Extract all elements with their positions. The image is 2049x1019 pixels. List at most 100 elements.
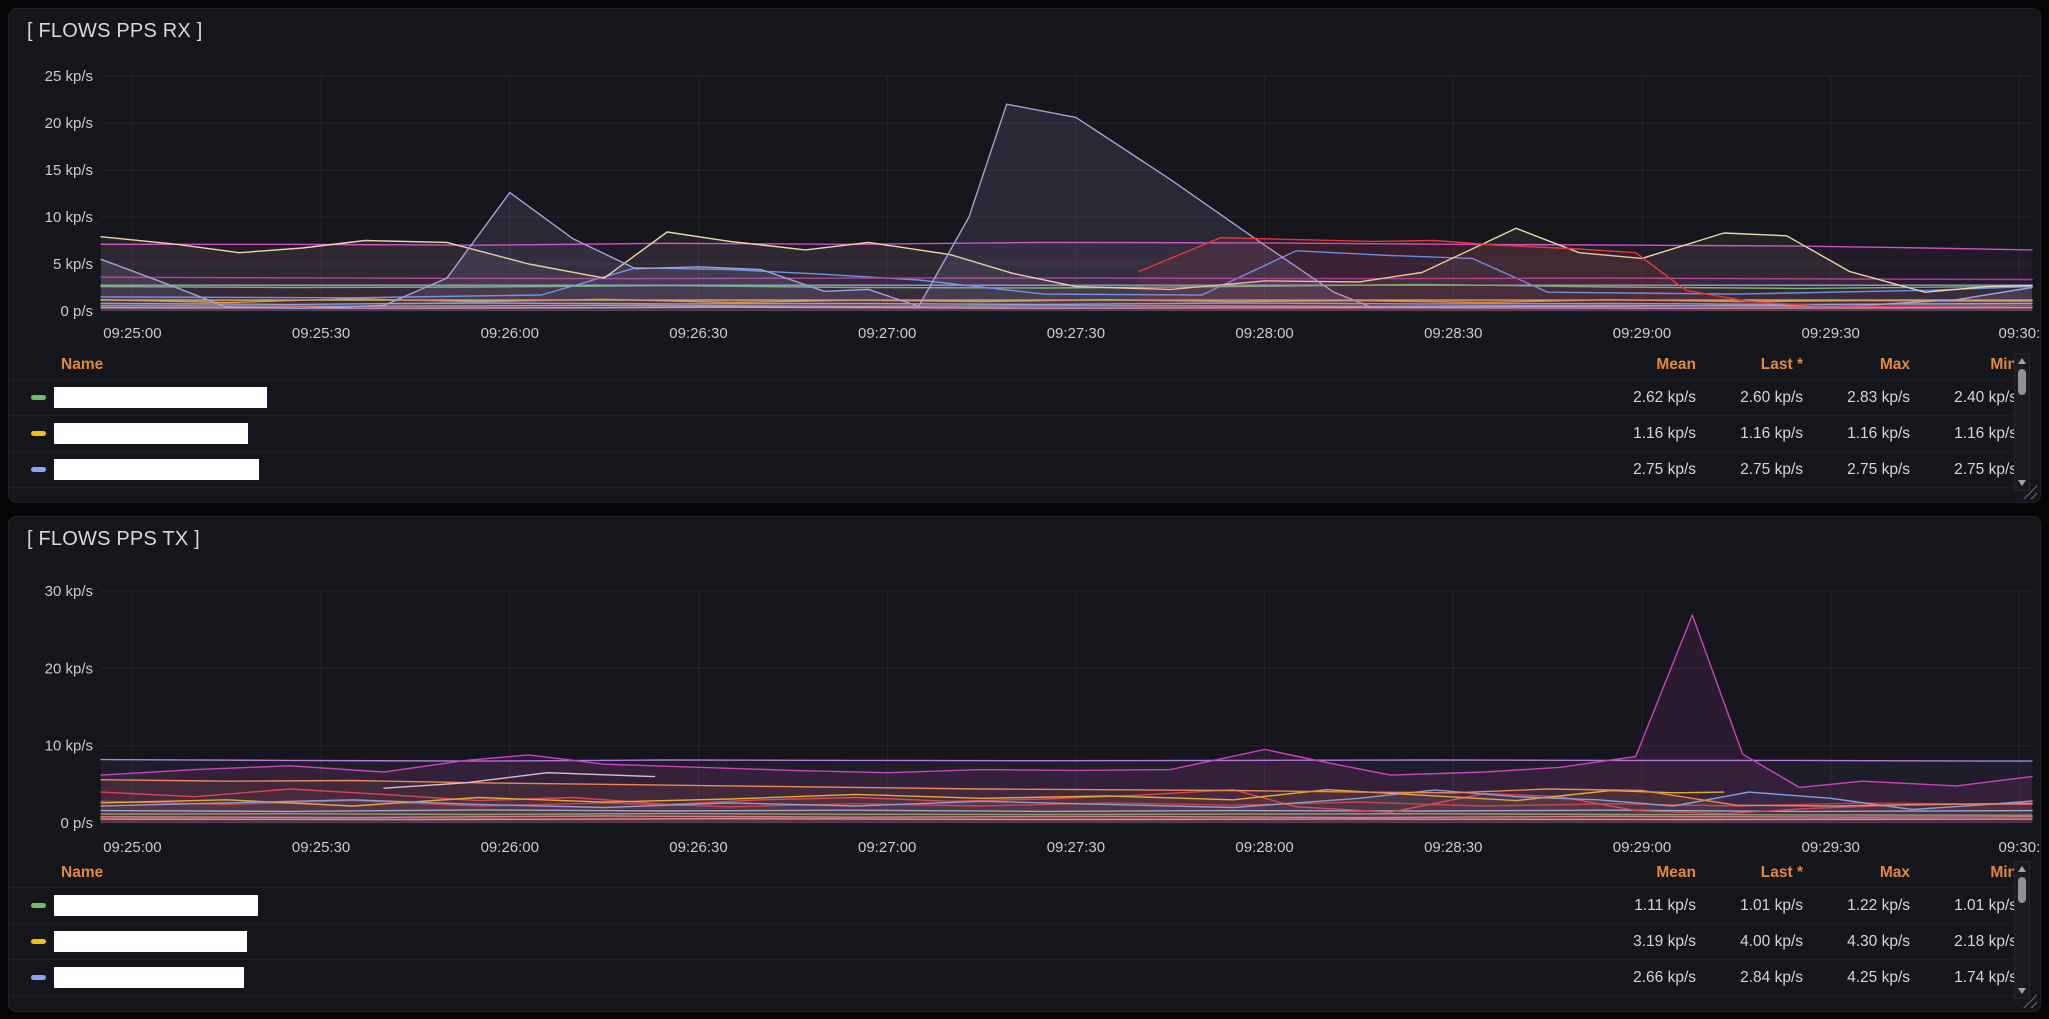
x-axis-tick-label: 09:28:30 — [1424, 325, 1482, 342]
legend-header-name[interactable]: Name — [61, 864, 104, 881]
scroll-up-icon[interactable] — [2018, 358, 2026, 364]
series-line-purple — [100, 276, 2033, 281]
legend-row[interactable]: 2.66 kp/s 2.84 kp/s 4.25 kp/s 1.74 kp/s — [9, 959, 2017, 996]
series-color-swatch[interactable] — [31, 903, 46, 908]
series-color-swatch[interactable] — [31, 395, 46, 400]
series-area-red — [1138, 237, 2032, 311]
timeseries-chart-rx[interactable]: 25 kp/s 20 kp/s 15 kp/s 10 kp/s 5 kp/s 0 p/s 0… — [9, 51, 2041, 351]
legend-max-value: 4.25 kp/s — [1847, 968, 1910, 986]
legend-mean-value: 2.75 kp/s — [1633, 460, 1696, 478]
legend-min-value: 2.18 kp/s — [1954, 932, 2017, 950]
legend-row[interactable]: 1.11 kp/s 1.01 kp/s 1.22 kp/s 1.01 kp/s — [9, 887, 2017, 923]
series-line-green — [100, 812, 2033, 816]
series-area-violet — [101, 759, 2032, 823]
y-axis-tick-label: 10 kp/s — [45, 738, 93, 755]
legend-last-value: 1.01 kp/s — [1740, 896, 1803, 914]
legend-max-value: 1.16 kp/s — [1847, 424, 1910, 442]
series-line-magenta — [100, 614, 2033, 789]
series-color-swatch[interactable] — [31, 975, 46, 980]
series-line-orange — [100, 778, 2033, 807]
legend-header-row: Name Mean Last * Max Min — [9, 351, 2017, 379]
legend-max-value: 2.83 kp/s — [1847, 388, 1910, 406]
panel-flows-pps-rx: [ FLOWS PPS RX ] 25 kp/s 20 kp/s 15 kp/s 10… — [8, 8, 2041, 503]
scrollbar-thumb[interactable] — [2018, 877, 2026, 903]
series-name-cell[interactable] — [9, 459, 1589, 480]
series-line-cyan — [100, 809, 2033, 813]
series-line-light-blue — [100, 302, 2033, 306]
legend-max-value: 4.30 kp/s — [1847, 932, 1910, 950]
legend-last-value: 4.00 kp/s — [1740, 932, 1803, 950]
legend-row[interactable]: 2.62 kp/s 2.60 kp/s 2.83 kp/s 2.40 kp/s — [9, 379, 2017, 415]
y-axis-tick-label: 20 kp/s — [45, 115, 93, 132]
legend-min-value: 1.74 kp/s — [1954, 968, 2017, 986]
legend-row[interactable]: 2.75 kp/s 2.75 kp/s 2.75 kp/s 2.75 kp/s — [9, 451, 2017, 488]
legend-header-mean[interactable]: Mean — [1656, 356, 1696, 373]
series-name-cell[interactable] — [9, 423, 1589, 444]
legend-mean-value: 1.16 kp/s — [1633, 424, 1696, 442]
scroll-up-icon[interactable] — [2018, 866, 2026, 872]
legend-mean-value: 2.66 kp/s — [1633, 968, 1696, 986]
panel-title[interactable]: [ FLOWS PPS RX ] — [27, 20, 203, 42]
x-axis-tick-label: 09:25:00 — [103, 839, 161, 856]
legend-scrollbar[interactable] — [2014, 353, 2030, 491]
legend-header-name[interactable]: Name — [61, 356, 104, 373]
series-name-redacted[interactable] — [54, 423, 248, 444]
x-axis-tick-label: 09:28:00 — [1235, 839, 1293, 856]
scroll-down-icon[interactable] — [2018, 988, 2026, 994]
legend-table: Name Mean Last * Max Min 1.11 kp/s 1.01 … — [9, 859, 2017, 996]
legend-header-min[interactable]: Min — [1990, 864, 2017, 881]
series-name-redacted[interactable] — [54, 931, 247, 952]
series-line-red — [100, 788, 2033, 815]
series-area-magenta — [101, 242, 2032, 311]
series-name-cell[interactable] — [9, 967, 1589, 988]
series-name-redacted[interactable] — [54, 387, 267, 408]
scroll-down-icon[interactable] — [2018, 480, 2026, 486]
timeseries-chart-tx[interactable]: 30 kp/s 20 kp/s 10 kp/s 0 p/s 09:25:00 09:25:… — [9, 559, 2041, 867]
series-area-magenta — [101, 615, 2032, 823]
legend-last-value: 2.84 kp/s — [1740, 968, 1803, 986]
y-axis-tick-label: 25 kp/s — [45, 68, 93, 85]
panel-title[interactable]: [ FLOWS PPS TX ] — [27, 528, 200, 550]
legend-header-last[interactable]: Last * — [1760, 864, 1803, 881]
series-color-swatch[interactable] — [31, 431, 46, 436]
series-name-redacted[interactable] — [54, 459, 259, 480]
legend-header-mean[interactable]: Mean — [1656, 864, 1696, 881]
legend-row[interactable]: 1.16 kp/s 1.16 kp/s 1.16 kp/s 1.16 kp/s — [9, 415, 2017, 451]
series-color-swatch[interactable] — [31, 939, 46, 944]
x-axis-tick-label: 09:28:00 — [1235, 325, 1293, 342]
series-name-cell[interactable] — [9, 895, 1589, 916]
legend-max-value: 1.22 kp/s — [1847, 896, 1910, 914]
x-axis-tick-label: 09:27:30 — [1047, 325, 1105, 342]
legend-header-min[interactable]: Min — [1990, 356, 2017, 373]
series-color-swatch[interactable] — [31, 467, 46, 472]
y-axis-tick-label: 0 p/s — [60, 303, 93, 320]
series-line-red — [1138, 236, 2033, 308]
x-axis-tick-label: 09:26:00 — [481, 325, 539, 342]
series-line-green — [100, 283, 2033, 290]
legend-scrollbar[interactable] — [2014, 861, 2030, 999]
series-line-dark-red — [100, 799, 2033, 808]
series-name-redacted[interactable] — [54, 895, 258, 916]
series-line-violet — [100, 758, 2033, 762]
scrollbar-thumb[interactable] — [2018, 369, 2026, 395]
x-axis-tick-label: 09:29:00 — [1613, 839, 1671, 856]
legend-mean-value: 3.19 kp/s — [1633, 932, 1696, 950]
legend-last-value: 2.60 kp/s — [1740, 388, 1803, 406]
series-line-lavender — [100, 103, 2033, 309]
legend-last-value: 1.16 kp/s — [1740, 424, 1803, 442]
legend-header-last[interactable]: Last * — [1760, 356, 1803, 373]
y-axis-tick-label: 5 kp/s — [53, 256, 93, 273]
series-name-redacted[interactable] — [54, 967, 244, 988]
series-line-orange — [100, 298, 2033, 304]
x-axis-tick-label: 09:29:30 — [1802, 839, 1860, 856]
legend-header-max[interactable]: Max — [1879, 864, 1910, 881]
legend-header-max[interactable]: Max — [1879, 356, 1910, 373]
legend-max-value: 2.75 kp/s — [1847, 460, 1910, 478]
legend-row[interactable]: 3.19 kp/s 4.00 kp/s 4.30 kp/s 2.18 kp/s — [9, 923, 2017, 959]
x-axis-tick-label: 09:26:30 — [669, 839, 727, 856]
legend-min-value: 1.16 kp/s — [1954, 424, 2017, 442]
series-name-cell[interactable] — [9, 931, 1589, 952]
series-name-cell[interactable] — [9, 387, 1589, 408]
legend-min-value: 2.75 kp/s — [1954, 460, 2017, 478]
series-area-yellow — [101, 789, 1724, 823]
